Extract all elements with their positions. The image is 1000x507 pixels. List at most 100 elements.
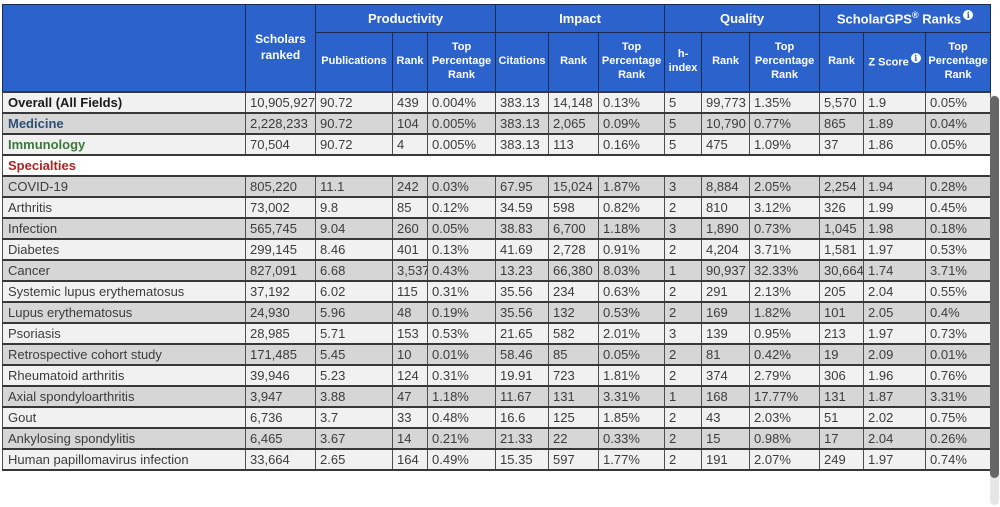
value-cell: 3: [664, 216, 703, 239]
value-cell: 21.65: [495, 321, 550, 344]
col-header-impact-rank: Rank: [548, 32, 600, 92]
value-cell: 0.53%: [598, 300, 666, 323]
value-cell: 2: [664, 405, 703, 428]
vertical-scrollbar-thumb[interactable]: [990, 96, 999, 478]
header-sub-row: Publications Rank Top Percentage Rank Ci…: [3, 32, 992, 92]
row-name: Diabetes: [2, 237, 246, 260]
value-cell: 11.67: [495, 384, 550, 407]
value-cell: 5: [664, 132, 703, 155]
table-row: Arthritis 73,002 9.8 85 0.12% 34.59 598 0.82% 2 8…: [2, 195, 992, 218]
value-cell: 5.96: [315, 300, 393, 323]
value-cell: 2.79%: [749, 363, 821, 386]
value-cell: 15,024: [548, 174, 600, 197]
value-cell: 2.01%: [598, 321, 666, 344]
row-name: Overall (All Fields): [2, 90, 246, 113]
table-row: Psoriasis 28,985 5.71 153 0.53% 21.65 582 2.01%…: [2, 321, 992, 344]
value-cell: 810: [701, 195, 751, 218]
col-header-quality-top-percentage-rank: Top Percentage Rank: [749, 32, 821, 92]
value-cell: 242: [392, 174, 428, 197]
value-cell: 90.72: [315, 132, 393, 155]
value-cell: 113: [548, 132, 600, 155]
value-cell: 90,937: [701, 258, 751, 281]
value-cell: 115: [392, 279, 428, 302]
value-cell: 2.05: [863, 300, 927, 323]
value-cell: 0.76%: [925, 363, 992, 386]
value-cell: 1.35%: [749, 90, 821, 113]
value-cell: 401: [392, 237, 428, 260]
info-icon[interactable]: i: [963, 10, 974, 21]
value-cell: 0.05%: [925, 132, 992, 155]
value-cell: 249: [819, 447, 865, 471]
vertical-scrollbar-track[interactable]: [990, 95, 999, 505]
value-cell: 15: [701, 426, 751, 449]
value-cell: 0.33%: [598, 426, 666, 449]
value-cell: 1.87%: [598, 174, 666, 197]
table-row: Infection 565,745 9.04 260 0.05% 38.83 6,700 1.…: [2, 216, 992, 239]
value-cell: 2.07%: [749, 447, 821, 471]
value-cell: 1.09%: [749, 132, 821, 155]
value-cell: 0.74%: [925, 447, 992, 471]
value-cell: 0.75%: [925, 405, 992, 428]
value-cell: 33: [392, 405, 428, 428]
value-cell: 125: [548, 405, 600, 428]
value-cell: 81: [701, 342, 751, 365]
value-cell: 3.88: [315, 384, 393, 407]
value-cell: 22: [548, 426, 600, 449]
value-cell: 191: [701, 447, 751, 471]
value-cell: 0.21%: [426, 426, 497, 449]
value-cell: 1.89: [863, 111, 927, 134]
value-cell: 14,148: [548, 90, 600, 113]
value-cell: 475: [701, 132, 751, 155]
group-header-quality: Quality: [664, 4, 821, 33]
row-name: Cancer: [2, 258, 246, 281]
value-cell: 1.9: [863, 90, 927, 113]
info-icon[interactable]: i: [910, 53, 921, 64]
name-column-header: [2, 4, 246, 92]
value-cell: 2: [664, 426, 703, 449]
row-name: Systemic lupus erythematosus: [2, 279, 246, 302]
value-cell: 0.12%: [426, 195, 497, 218]
value-cell: 1.85%: [598, 405, 666, 428]
value-cell: 6.68: [315, 258, 393, 281]
value-cell: 1.87: [863, 384, 927, 407]
value-cell: 5.23: [315, 363, 393, 386]
value-cell: 33,664: [245, 447, 316, 471]
value-cell: 1: [664, 258, 703, 281]
value-cell: 90.72: [315, 111, 393, 134]
value-cell: 30,664: [819, 258, 865, 281]
value-cell: 3.71%: [749, 237, 821, 260]
value-cell: 3.71%: [925, 258, 992, 281]
value-cell: 13.23: [495, 258, 550, 281]
value-cell: 5,570: [819, 90, 865, 113]
value-cell: 0.95%: [749, 321, 821, 344]
scholargps-brand-label: ScholarGPS: [836, 11, 912, 27]
value-cell: 139: [701, 321, 751, 344]
value-cell: 1.98: [863, 216, 927, 239]
scholargps-ranks-suffix: Ranks: [918, 11, 962, 27]
header-group-row: Scholars ranked Productivity Impact Qual…: [2, 4, 992, 92]
value-cell: 827,091: [245, 258, 316, 281]
value-cell: 0.005%: [426, 132, 497, 155]
value-cell: 0.03%: [426, 174, 497, 197]
value-cell: 2,065: [548, 111, 600, 134]
value-cell: 19: [819, 342, 865, 365]
value-cell: 0.98%: [749, 426, 821, 449]
group-header-scholargps-ranks: ScholarGPS® Ranks i: [819, 4, 992, 33]
value-cell: 0.4%: [925, 300, 992, 323]
value-cell: 38.83: [495, 216, 550, 239]
value-cell: 3.7: [315, 405, 393, 428]
value-cell: 2: [664, 237, 703, 260]
value-cell: 2.65: [315, 447, 393, 471]
table-row: Systemic lupus erythematosus 37,192 6.02 11…: [2, 279, 992, 302]
value-cell: 2.13%: [749, 279, 821, 302]
value-cell: 1,890: [701, 216, 751, 239]
value-cell: 9.04: [315, 216, 393, 239]
value-cell: 85: [548, 342, 600, 365]
value-cell: 67.95: [495, 174, 550, 197]
value-cell: 3.31%: [598, 384, 666, 407]
value-cell: 2.09: [863, 342, 927, 365]
value-cell: 1.86: [863, 132, 927, 155]
value-cell: 0.31%: [426, 279, 497, 302]
table-row: Specialties: [1, 153, 992, 176]
registered-trademark-mark: ®: [911, 10, 919, 21]
